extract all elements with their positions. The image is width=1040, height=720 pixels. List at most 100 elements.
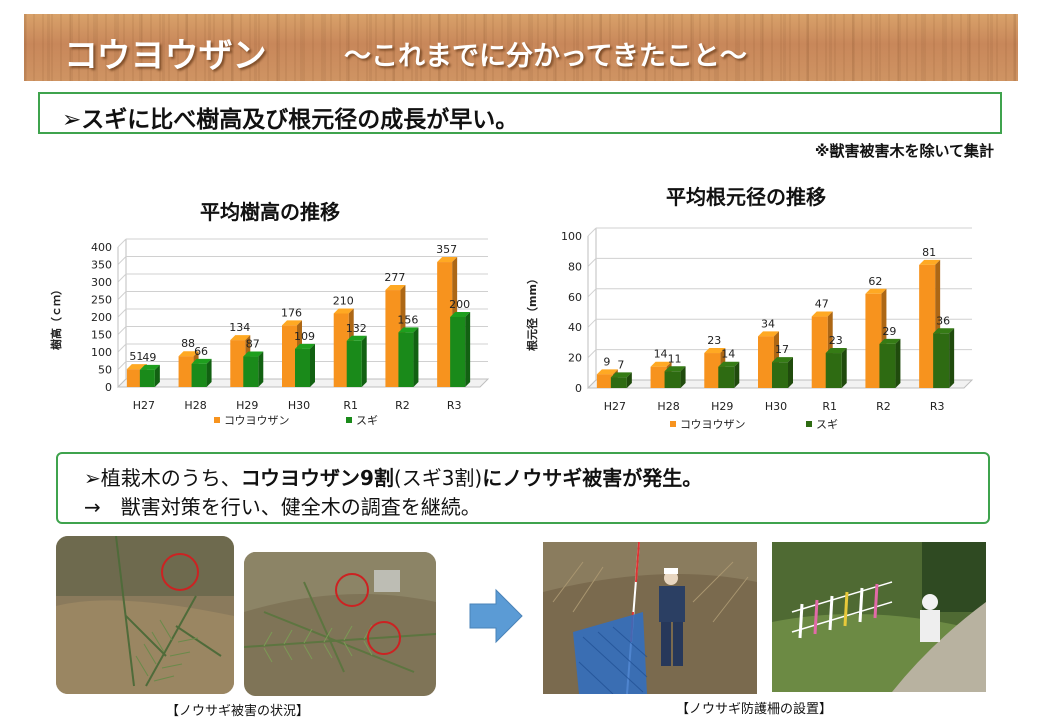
data-label: 176 [281,306,302,319]
bar-front [437,262,453,387]
bar [191,358,212,387]
bar-front [139,369,155,387]
bar-front [704,353,721,388]
gridline-side [587,349,597,358]
legend-swatch [346,417,352,423]
bar-front [126,369,142,387]
damage-summary-line: ➢植栽木のうち、コウヨウザン9割(スギ3割)にノウサギ被害が発生。 [84,462,702,491]
bar-top [664,366,686,372]
bar-front [933,333,950,388]
bar-front [282,325,297,387]
x-tick-label: R3 [930,400,945,413]
gridline-side [117,256,127,265]
bar-top [879,338,901,344]
arrow-right-icon [469,588,523,644]
legend-label: コウヨウザン [224,414,290,427]
damage-photo-2-image [244,552,436,696]
bar-top [933,328,955,334]
bar-top [178,351,199,357]
bar-front [178,356,194,387]
y-tick-label: 80 [568,260,582,273]
bar [772,357,793,388]
bar [346,335,367,387]
x-tick-label: R3 [447,399,462,412]
y-tick-label: 400 [91,241,112,254]
gridline-side [117,308,127,318]
bar-front [191,363,207,387]
fence-photo-1 [543,542,757,694]
bar [718,361,740,388]
y-tick-label: 40 [568,321,582,334]
bar-top [398,327,419,333]
bar-front [450,317,466,387]
y-tick-label: 300 [91,276,112,289]
bar-front [346,340,362,387]
data-label: 49 [142,351,156,364]
gridline-side [587,258,597,267]
damage-photo-caption: 【ノウサギ被害の状況】 [166,704,310,719]
gridline-side [117,238,127,248]
legend-swatch [806,421,812,427]
bar-top [596,369,618,375]
data-label: 66 [194,345,208,358]
data-label: 23 [707,334,721,347]
bar [610,372,632,388]
y-tick-label: 150 [91,329,112,342]
y-tick-label: 350 [91,259,112,272]
data-label: 132 [346,322,367,335]
bar-front [610,377,627,388]
bar-side [465,312,471,387]
bar-top [139,364,160,370]
bar-side [734,361,740,388]
fence-photo-1-image [543,542,757,694]
bar [295,343,315,387]
bar-front [243,356,259,387]
data-label: 81 [922,246,936,259]
bar-top [650,361,672,367]
x-tick-label: H30 [288,399,310,412]
x-tick-label: H29 [236,399,258,412]
bar-front [664,371,681,388]
bar-front [385,290,401,387]
legend-swatch [214,417,220,423]
data-label: 11 [668,352,682,365]
y-tick-label: 50 [98,364,112,377]
bar [879,338,901,388]
bar [933,328,955,388]
bar [398,327,419,387]
bar-side [949,328,955,388]
bar [139,364,160,387]
bar-top [758,331,779,337]
x-tick-label: H30 [765,400,787,413]
data-label: 357 [436,243,457,256]
bar-top [772,357,793,363]
bar-top [295,343,315,349]
bar-top [282,320,302,326]
y-axis-label: 樹高（ｃｍ） [49,284,63,350]
data-label: 134 [229,321,250,334]
data-label: 29 [882,325,896,338]
x-tick-label: R1 [822,400,837,413]
data-label: 9 [603,355,610,368]
fence-photo-caption: 【ノウサギ防護柵の設置】 [676,702,833,717]
y-axis-label: 根元径（mm） [525,273,539,351]
legend-swatch [670,421,676,427]
fence-photo-2-image [772,542,986,692]
data-label: 200 [449,298,470,311]
gridline-side [117,326,127,335]
bar-side [361,335,367,387]
gridline-side [117,273,127,283]
fence-photo-2 [772,542,986,692]
data-label: 156 [397,313,418,326]
data-label: 87 [246,338,260,351]
bar [450,312,471,387]
legend-label: コウヨウザン [680,418,746,431]
page-title: コウヨウザン [64,36,267,76]
x-tick-label: R2 [876,400,891,413]
y-tick-label: 0 [105,381,112,394]
bar-front [879,343,896,388]
bar-front [718,366,735,388]
data-label: 88 [181,337,195,350]
bar-front [333,313,349,387]
